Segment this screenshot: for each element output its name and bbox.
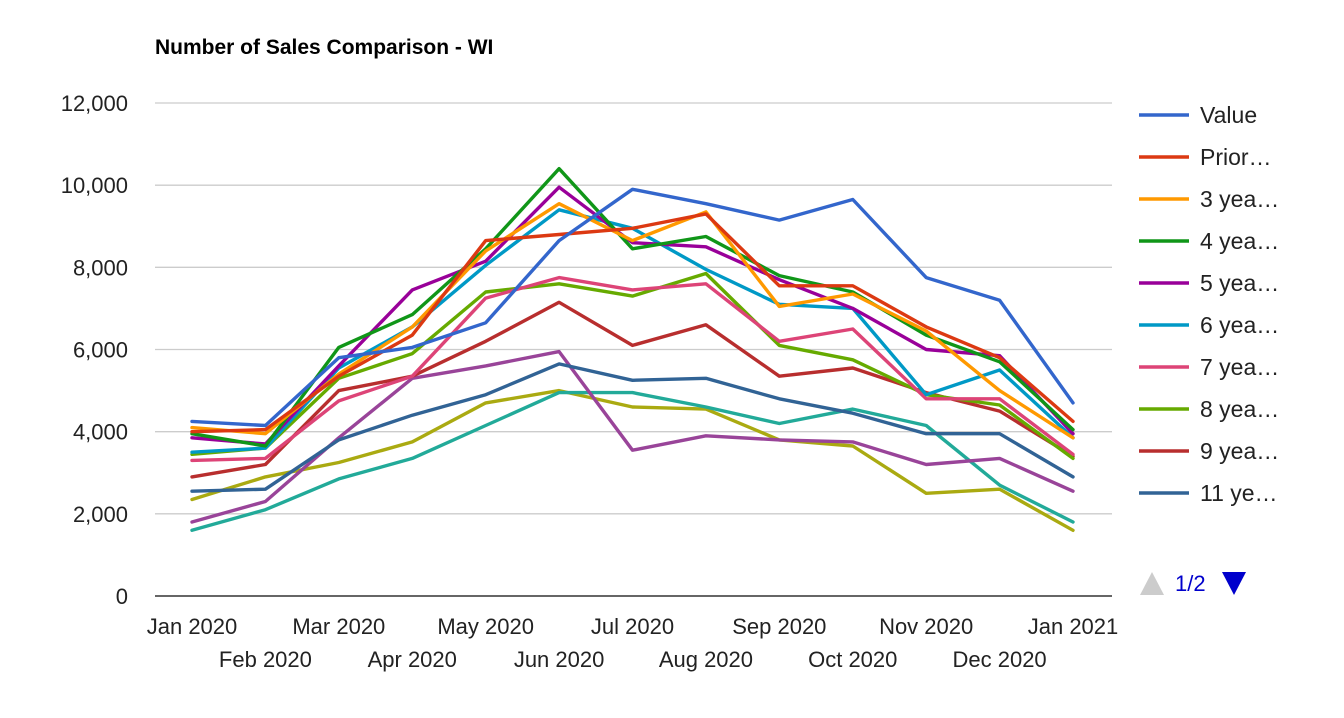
legend-label: Prior…	[1200, 144, 1272, 170]
x-tick-label: May 2020	[437, 614, 534, 639]
x-tick-label: Feb 2020	[219, 647, 312, 672]
y-tick-label: 2,000	[73, 502, 128, 527]
legend-item[interactable]: 5 yea…	[1139, 270, 1279, 296]
legend-label: 5 yea…	[1200, 270, 1279, 296]
legend-pager: 1/2	[1140, 571, 1246, 596]
legend-label: 11 ye…	[1200, 480, 1278, 506]
series-line	[190, 388, 1075, 532]
series-line	[190, 349, 1075, 524]
legend-item[interactable]: 9 yea…	[1139, 438, 1279, 464]
x-tick-label: Jan 2021	[1028, 614, 1119, 639]
y-axis-ticks: 0 2,000 4,000 6,000 8,000 10,000 12,000	[61, 91, 128, 609]
series-line	[190, 166, 1075, 448]
y-tick-label: 12,000	[61, 91, 128, 116]
y-tick-label: 10,000	[61, 173, 128, 198]
series-line	[190, 212, 1075, 434]
y-tick-label: 8,000	[73, 255, 128, 280]
legend-label: 4 yea…	[1200, 228, 1279, 254]
legend-label: 9 yea…	[1200, 438, 1279, 464]
legend-item[interactable]: 7 yea…	[1139, 354, 1279, 380]
legend-item[interactable]: 8 yea…	[1139, 396, 1279, 422]
series-line	[190, 187, 1075, 428]
x-tick-label: Oct 2020	[808, 647, 897, 672]
legend: Value Prior… 3 yea… 4 yea… 5 yea… 6 yea… 7 yea…	[1139, 102, 1279, 506]
x-tick-label: Jul 2020	[591, 614, 674, 639]
series-line	[190, 201, 1075, 440]
x-tick-label: Mar 2020	[292, 614, 385, 639]
y-tick-label: 0	[116, 584, 128, 609]
series-line	[190, 208, 1075, 454]
x-tick-label: Nov 2020	[879, 614, 973, 639]
legend-label: Value	[1200, 102, 1257, 128]
x-axis-ticks: Jan 2020 Feb 2020 Mar 2020 Apr 2020 May 2020…	[147, 614, 1119, 672]
x-tick-label: Sep 2020	[732, 614, 826, 639]
legend-item[interactable]: Prior…	[1139, 144, 1272, 170]
legend-item[interactable]: 4 yea…	[1139, 228, 1279, 254]
pager-label: 1/2	[1175, 571, 1206, 596]
series-lines	[190, 166, 1075, 532]
legend-label: 8 yea…	[1200, 396, 1279, 422]
series-line	[190, 275, 1075, 463]
legend-label: 6 yea…	[1200, 312, 1279, 338]
y-tick-label: 4,000	[73, 420, 128, 445]
y-tick-label: 6,000	[73, 338, 128, 363]
x-tick-label: Apr 2020	[368, 647, 457, 672]
series-line	[190, 185, 1075, 446]
triangle-up-icon[interactable]	[1140, 572, 1164, 595]
legend-label: 3 yea…	[1200, 186, 1279, 212]
triangle-down-icon[interactable]	[1222, 572, 1246, 595]
series-line	[190, 390, 1075, 532]
legend-item[interactable]: Value	[1139, 102, 1257, 128]
legend-item[interactable]: 3 yea…	[1139, 186, 1279, 212]
series-line	[190, 362, 1075, 493]
legend-label: 7 yea…	[1200, 354, 1279, 380]
x-tick-label: Aug 2020	[659, 647, 753, 672]
gridlines	[155, 102, 1112, 597]
legend-item[interactable]: 11 ye…	[1139, 480, 1278, 506]
chart-title: Number of Sales Comparison - WI	[155, 36, 493, 59]
x-tick-label: Jan 2020	[147, 614, 238, 639]
x-tick-label: Jun 2020	[514, 647, 605, 672]
x-tick-label: Dec 2020	[952, 647, 1046, 672]
legend-item[interactable]: 6 yea…	[1139, 312, 1279, 338]
